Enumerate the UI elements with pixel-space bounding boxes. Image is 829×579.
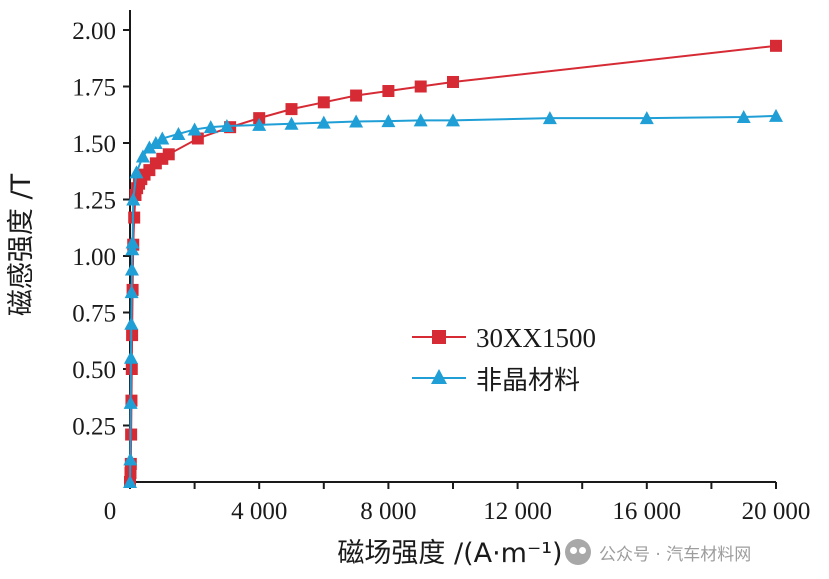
- y-tick-label: 0.25: [72, 414, 116, 441]
- data-point: [769, 108, 783, 122]
- data-point: [123, 475, 137, 488]
- data-point: [770, 39, 782, 52]
- x-axis-title: 磁场强度 /(A·m⁻¹): [337, 538, 562, 569]
- x-tick-label: 0: [104, 498, 117, 525]
- data-point: [736, 110, 751, 124]
- series-2: [123, 108, 783, 488]
- y-tick-label: 0.50: [72, 357, 116, 384]
- data-point: [124, 316, 139, 330]
- data-point: [284, 116, 299, 130]
- data-point: [285, 103, 298, 116]
- data-point: [317, 96, 330, 109]
- x-tick-label: 8 000: [360, 498, 416, 525]
- data-point: [125, 242, 140, 256]
- legend-label-series-2: 非晶材料: [476, 366, 580, 396]
- data-point: [125, 235, 140, 249]
- data-point: [219, 119, 234, 133]
- data-point: [124, 285, 139, 299]
- x-tick-label: 4 000: [231, 498, 287, 525]
- data-point: [142, 140, 157, 154]
- data-point: [155, 131, 170, 145]
- wechat-icon: [565, 539, 591, 565]
- data-point: [447, 75, 459, 88]
- series-line: [129, 114, 777, 483]
- series-1: [124, 39, 782, 488]
- legend-marker-series-2: [431, 369, 447, 384]
- x-tick-label: 16 000: [612, 498, 681, 525]
- y-tick-label: 1.25: [72, 188, 116, 215]
- legend-item-series-1: 30XX1500: [412, 323, 596, 353]
- data-point: [446, 113, 460, 127]
- data-point: [148, 136, 163, 149]
- y-tick-label: 0.75: [72, 301, 116, 328]
- data-point: [639, 111, 654, 125]
- legend: 30XX1500 非晶材料: [412, 323, 596, 396]
- watermark: 公众号 · 汽车材料网: [565, 536, 751, 568]
- data-point: [162, 148, 175, 161]
- legend-marker-series-1: [432, 330, 446, 344]
- data-point: [316, 115, 331, 129]
- y-tick-label: 1.00: [72, 244, 116, 271]
- data-point: [124, 262, 139, 276]
- data-point: [414, 80, 427, 93]
- x-tick-label: 12 000: [483, 498, 552, 525]
- data-point: [123, 452, 138, 466]
- data-point: [252, 117, 267, 131]
- data-point: [381, 114, 396, 128]
- y-tick-label: 2.00: [72, 18, 116, 45]
- data-point: [187, 122, 202, 136]
- data-point: [350, 89, 363, 102]
- y-tick-label: 1.75: [72, 75, 116, 102]
- legend-item-series-2: 非晶材料: [412, 366, 580, 396]
- data-point: [382, 85, 395, 98]
- x-tick-label: 20 000: [742, 498, 811, 525]
- data-point: [123, 395, 138, 409]
- series-line: [129, 44, 777, 483]
- data-point: [542, 111, 557, 125]
- y-axis-title: 磁感强度 /T: [6, 173, 37, 316]
- data-point: [128, 211, 141, 224]
- data-point: [413, 113, 428, 127]
- data-point: [171, 126, 186, 140]
- data-point: [349, 114, 364, 128]
- data-point: [129, 165, 144, 179]
- data-point: [126, 192, 141, 206]
- data-point: [123, 350, 138, 364]
- y-tick-label: 1.50: [72, 131, 116, 158]
- watermark-text: 公众号 · 汽车材料网: [599, 544, 752, 565]
- data-point: [135, 149, 150, 163]
- legend-label-series-1: 30XX1500: [476, 323, 596, 353]
- data-point: [203, 120, 218, 134]
- data-point: [191, 132, 204, 145]
